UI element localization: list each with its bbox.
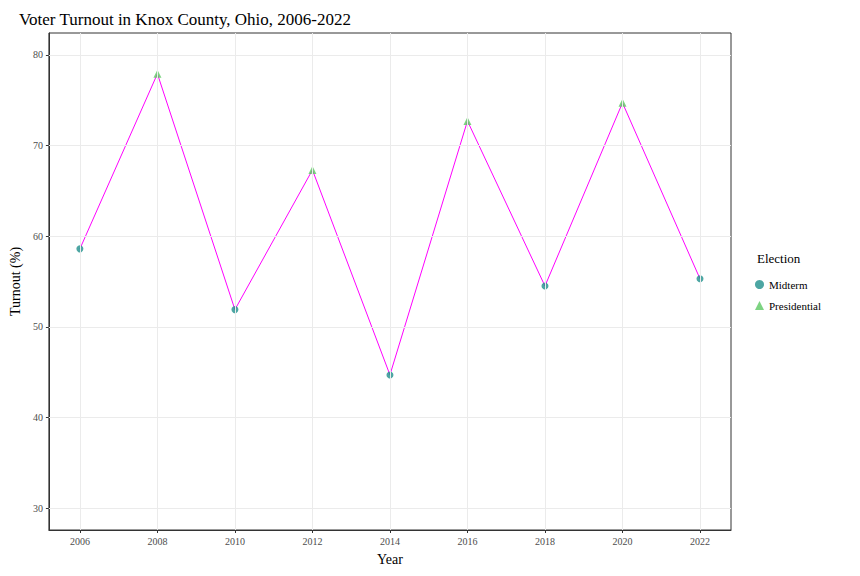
svg-text:30: 30 — [33, 503, 43, 514]
svg-text:2006: 2006 — [70, 536, 90, 547]
svg-text:60: 60 — [33, 231, 43, 242]
svg-text:2018: 2018 — [535, 536, 555, 547]
svg-text:70: 70 — [33, 140, 43, 151]
svg-text:Voter Turnout in Knox County,: Voter Turnout in Knox County, Ohio, 2006… — [19, 10, 351, 29]
svg-text:Year: Year — [377, 552, 403, 567]
svg-text:Midterm: Midterm — [769, 279, 808, 291]
svg-text:2022: 2022 — [690, 536, 710, 547]
svg-text:2008: 2008 — [147, 536, 167, 547]
svg-text:50: 50 — [33, 321, 43, 332]
svg-text:Election: Election — [757, 251, 801, 266]
svg-text:2012: 2012 — [302, 536, 322, 547]
svg-text:2016: 2016 — [457, 536, 477, 547]
svg-text:Presidential: Presidential — [769, 300, 821, 312]
svg-text:2010: 2010 — [225, 536, 245, 547]
svg-text:40: 40 — [33, 412, 43, 423]
svg-text:2020: 2020 — [612, 536, 632, 547]
svg-text:Turnout (%): Turnout (%) — [8, 247, 24, 316]
svg-text:80: 80 — [33, 49, 43, 60]
svg-text:2014: 2014 — [380, 536, 400, 547]
